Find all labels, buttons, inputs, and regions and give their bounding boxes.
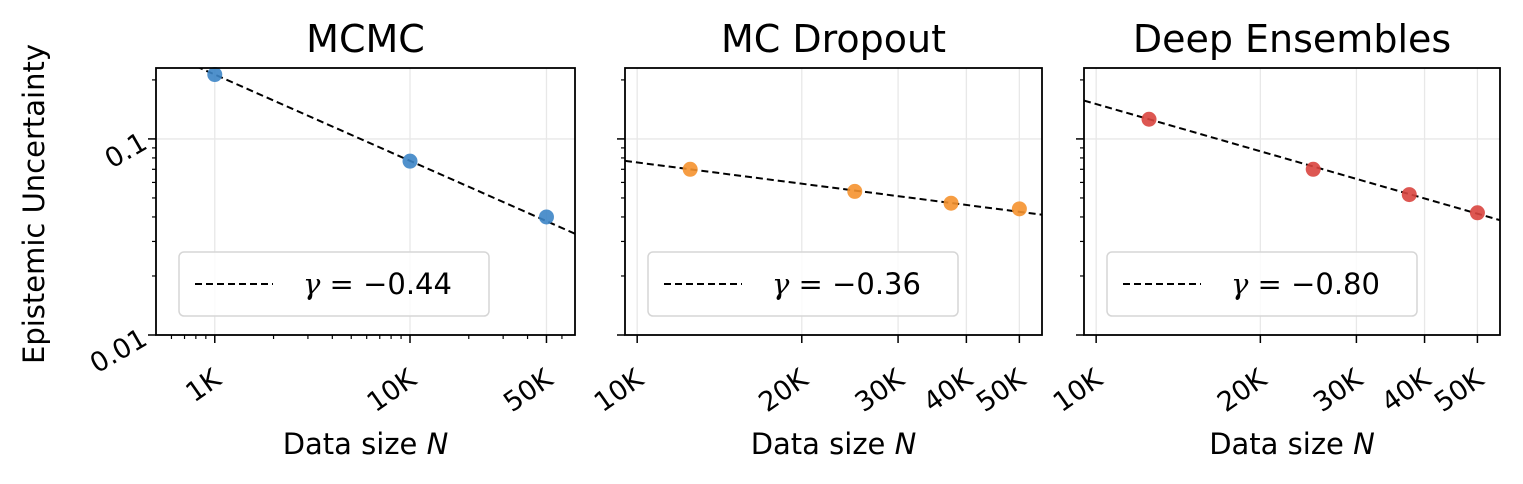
- axes-frame: [624, 67, 1043, 336]
- x-tick-label: 10K: [589, 363, 650, 419]
- x-axis-label: Data size N: [1209, 427, 1375, 461]
- legend-gamma-value: −0.44: [363, 267, 452, 301]
- x-tick-label: 20K: [1212, 363, 1273, 419]
- panel-title: MC Dropout: [721, 17, 946, 61]
- data-point: [1469, 205, 1485, 221]
- x-tick-label: 20K: [753, 363, 814, 419]
- x-axis-label-var: N: [1353, 427, 1375, 461]
- x-axis-label-text: Data size: [1209, 427, 1344, 461]
- data-point: [1141, 111, 1157, 127]
- x-axis-label-space: [1344, 427, 1353, 461]
- data-point: [682, 161, 698, 177]
- x-tick-label: 40K: [918, 363, 979, 419]
- x-axis-label-space: [885, 427, 894, 461]
- x-axis-label-var: N: [895, 427, 917, 461]
- x-axis-label-var: N: [427, 427, 449, 461]
- data-point: [1011, 201, 1027, 217]
- data-point: [402, 153, 418, 169]
- x-tick-label: 30K: [850, 363, 911, 419]
- legend-box: [178, 251, 490, 317]
- data-point: [847, 183, 863, 199]
- x-axis-label: Data size N: [283, 427, 449, 461]
- legend-box: [647, 251, 959, 317]
- data-point: [1401, 187, 1417, 203]
- x-tick-label: 50K: [971, 363, 1032, 419]
- legend-box: [1106, 251, 1418, 317]
- axes-frame: [155, 67, 576, 336]
- legend-label-prefix: γ =: [1231, 267, 1291, 301]
- x-tick-label: 1K: [180, 363, 227, 409]
- legend-gamma-value: −0.80: [1291, 267, 1380, 301]
- legend-label: γ = −0.36: [772, 267, 921, 301]
- legend-label: γ = −0.80: [1231, 267, 1380, 301]
- legend-label: γ = −0.44: [303, 267, 452, 301]
- y-tick-label: 0.01: [85, 323, 153, 380]
- axes-frame: [1083, 67, 1501, 336]
- panel-title: Deep Ensembles: [1133, 17, 1451, 61]
- x-axis-label-text: Data size: [283, 427, 418, 461]
- x-tick-label: 50K: [1429, 363, 1490, 419]
- panel-title: MCMC: [306, 17, 425, 61]
- legend-label-prefix: γ =: [303, 267, 363, 301]
- x-tick-label: 50K: [498, 363, 559, 419]
- data-point: [207, 67, 223, 83]
- data-point: [943, 195, 959, 211]
- y-axis-label: Epistemic Uncertainty: [17, 44, 51, 364]
- data-point: [1305, 161, 1321, 177]
- x-tick-label: 40K: [1376, 363, 1437, 419]
- x-axis-label-space: [417, 427, 426, 461]
- data-point: [538, 209, 554, 225]
- x-tick-label: 10K: [1048, 363, 1109, 419]
- legend-gamma-value: −0.36: [832, 267, 921, 301]
- x-axis-label-text: Data size: [751, 427, 886, 461]
- x-axis-label: Data size N: [751, 427, 917, 461]
- legend-label-prefix: γ =: [772, 267, 832, 301]
- x-tick-label: 10K: [362, 363, 423, 419]
- x-tick-label: 30K: [1308, 363, 1369, 419]
- y-tick-label: 0.1: [100, 127, 153, 175]
